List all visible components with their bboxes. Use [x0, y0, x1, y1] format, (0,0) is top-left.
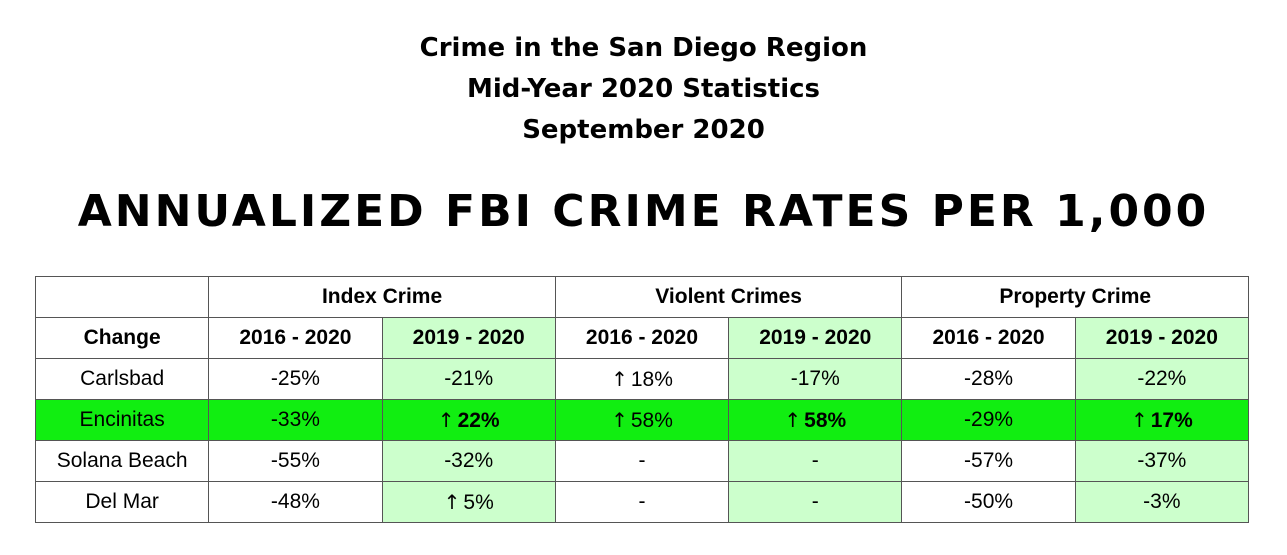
value-cell: -25% — [208, 358, 383, 400]
value-cell: -57% — [901, 440, 1076, 482]
value-text: 18% — [630, 367, 673, 391]
value-cell: -55% — [208, 440, 383, 482]
value-cell: ↑ 58% — [554, 399, 730, 441]
value-cell: -21% — [381, 358, 556, 400]
value-cell: ↑ 17% — [1074, 399, 1250, 441]
city-cell: Encinitas — [34, 399, 210, 441]
value-cell: -48% — [208, 481, 383, 523]
value-text: 22% — [457, 408, 500, 432]
report-titles: Crime in the San Diego Region Mid-Year 2… — [0, 28, 1287, 151]
value-cell: - — [554, 481, 730, 523]
report-subtitle: Mid-Year 2020 Statistics — [466, 74, 821, 104]
report-date: September 2020 — [522, 115, 765, 145]
value-cell: - — [728, 481, 903, 523]
value-text: -50% — [964, 490, 1014, 513]
value-text: - — [638, 490, 646, 513]
table-row: Encinitas -33% ↑ 22% ↑ 58% ↑ 58% -29% ↑ 17% — [34, 399, 1250, 441]
value-cell: -17% — [728, 358, 903, 400]
report-title: Crime in the San Diego Region — [419, 33, 868, 63]
value-text: -33% — [270, 408, 320, 431]
value-text: -32% — [444, 449, 494, 472]
city-cell: Carlsbad — [34, 358, 210, 400]
group-header-violent-crimes: Violent Crimes — [554, 276, 903, 318]
value-cell: -29% — [901, 399, 1076, 441]
period-header: 2016 - 2020 — [554, 317, 730, 359]
table-row: Solana Beach -55% -32% - - -57% -37% — [34, 440, 1250, 482]
crime-rates-table: Index Crime Violent Crimes Property Crim… — [34, 276, 1250, 523]
table-body: Carlsbad -25% -21% ↑ 18% -17% -28% -22% Encinita… — [34, 358, 1250, 523]
value-text: -57% — [964, 449, 1014, 472]
value-text: 58% — [804, 408, 847, 432]
table-row: Del Mar -48% ↑ 5% - - -50% -3% — [34, 481, 1250, 523]
period-header: 2016 - 2020 — [901, 317, 1076, 359]
value-cell: ↑ 18% — [554, 358, 730, 400]
table-row: Carlsbad -25% -21% ↑ 18% -17% -28% -22% — [34, 358, 1250, 400]
value-cell: ↑ 22% — [381, 399, 556, 441]
period-header: 2019 - 2020 — [728, 317, 903, 359]
value-text: -48% — [270, 490, 320, 513]
table-title: ANNUALIZED FBI CRIME RATES PER 1,000 — [77, 186, 1210, 237]
period-header: 2016 - 2020 — [208, 317, 383, 359]
value-text: -3% — [1143, 490, 1181, 513]
corner-cell — [34, 276, 210, 318]
group-header-property-crime: Property Crime — [901, 276, 1249, 318]
value-text: - — [811, 490, 819, 513]
up-arrow-icon: ↑ — [437, 407, 455, 432]
value-text: 17% — [1150, 408, 1193, 432]
value-cell: -37% — [1074, 440, 1250, 482]
value-text: -17% — [790, 367, 840, 390]
up-arrow-icon: ↑ — [443, 489, 461, 514]
value-cell: ↑ 58% — [728, 399, 903, 441]
value-text: -21% — [444, 367, 494, 390]
period-header-row: Change 2016 - 2020 2019 - 2020 2016 - 20… — [34, 317, 1250, 359]
value-text: -55% — [270, 449, 320, 472]
value-text: 5% — [463, 490, 494, 514]
group-header-index-crime: Index Crime — [208, 276, 556, 318]
group-header-row: Index Crime Violent Crimes Property Crim… — [34, 276, 1249, 318]
up-arrow-icon: ↑ — [611, 407, 628, 432]
value-text: -29% — [964, 408, 1014, 431]
value-cell: -32% — [381, 440, 556, 482]
change-header: Change — [34, 317, 210, 359]
up-arrow-icon: ↑ — [784, 407, 802, 432]
city-cell: Del Mar — [34, 481, 210, 523]
value-cell: -3% — [1074, 481, 1250, 523]
value-cell: -33% — [208, 399, 383, 441]
period-header: 2019 - 2020 — [381, 317, 556, 359]
value-cell: - — [728, 440, 903, 482]
value-text: - — [638, 449, 646, 472]
value-text: 58% — [630, 408, 673, 432]
value-cell: - — [554, 440, 730, 482]
city-cell: Solana Beach — [34, 440, 210, 482]
value-cell: -22% — [1074, 358, 1250, 400]
value-text: - — [811, 449, 819, 472]
value-text: -28% — [964, 367, 1014, 390]
value-text: -37% — [1137, 449, 1187, 472]
value-cell: ↑ 5% — [381, 481, 556, 523]
up-arrow-icon: ↑ — [611, 366, 628, 391]
period-header: 2019 - 2020 — [1074, 317, 1250, 359]
value-text: -25% — [270, 367, 320, 390]
value-text: -22% — [1137, 367, 1187, 390]
value-cell: -50% — [901, 481, 1076, 523]
up-arrow-icon: ↑ — [1130, 407, 1148, 432]
value-cell: -28% — [901, 358, 1076, 400]
